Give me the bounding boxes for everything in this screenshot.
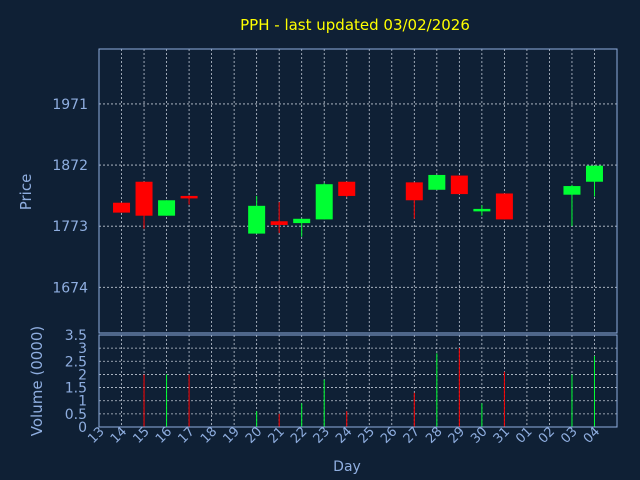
volume-tick-label: 1 [78, 394, 87, 410]
x-tick-label: 31 [491, 424, 513, 446]
x-tick-label: 04 [581, 424, 603, 446]
candle-body [585, 165, 603, 182]
volume-tick-label: 0.5 [65, 407, 87, 423]
x-tick-label: 20 [243, 424, 265, 446]
volume-tick-label: 2 [78, 367, 87, 383]
x-tick-label: 21 [266, 424, 288, 446]
candle-body [293, 218, 311, 224]
price-tick-label: 1773 [52, 219, 88, 235]
candle-body [338, 181, 356, 196]
price-tick-label: 1971 [52, 97, 88, 113]
candle-body [315, 184, 333, 220]
volume-tick-label: 3.5 [65, 328, 87, 344]
x-tick-label: 14 [108, 424, 130, 446]
volume-tick-label: 2.5 [65, 354, 87, 370]
x-tick-label: 02 [536, 424, 558, 446]
x-tick-label: 27 [401, 424, 423, 446]
candle-body [248, 205, 266, 234]
volume-tick-label: 3 [78, 341, 87, 357]
volume-grid [99, 335, 617, 427]
x-tick-label: 25 [356, 424, 378, 446]
x-tick-label: 01 [513, 424, 535, 446]
candle-body [428, 174, 446, 190]
price-panel-frame [98, 48, 618, 334]
x-tick-label: 17 [175, 424, 197, 446]
x-tick-label: 26 [378, 424, 400, 446]
price-axis-label: Price [17, 174, 35, 211]
x-tick-label: 15 [130, 424, 152, 446]
candles [113, 165, 603, 237]
x-tick-label: 18 [198, 424, 220, 446]
volume-tick-label: 0 [78, 420, 87, 436]
x-tick-label: 19 [221, 424, 243, 446]
candle-body [113, 202, 131, 213]
volume-tick-label: 1.5 [65, 381, 87, 397]
x-tick-label: 28 [423, 424, 445, 446]
candle-body [158, 200, 176, 216]
volume-panel-frame [98, 334, 618, 428]
x-tick-labels: 13 14 15 16 17 18 19 20 21 22 23 24 25 26 27 28 29 30 31 01… [85, 424, 603, 446]
x-tick-label: 30 [468, 424, 490, 446]
candle-body [180, 195, 198, 199]
x-axis-label: Day [333, 459, 361, 475]
candle-body [270, 221, 288, 225]
x-tick-label: 13 [85, 424, 107, 446]
price-tick-labels: 1674 1773 1872 1971 [52, 97, 88, 296]
chart-title: PPH - last updated 03/02/2026 [240, 16, 470, 34]
price-tick-label: 1674 [52, 280, 88, 296]
candle-body [450, 175, 468, 195]
x-tick-label: 24 [333, 424, 355, 446]
x-tick-label: 22 [288, 424, 310, 446]
candle-body [495, 193, 513, 220]
candle-body [473, 208, 491, 212]
candle-body [135, 181, 153, 216]
x-tick-label: 29 [446, 424, 468, 446]
candle-body [563, 186, 581, 195]
volume-axis-label: Volume (0000) [28, 326, 46, 436]
price-tick-label: 1872 [52, 158, 88, 174]
x-tick-label: 16 [153, 424, 175, 446]
x-tick-label: 23 [311, 424, 333, 446]
x-tick-label: 03 [558, 424, 580, 446]
price-grid [99, 49, 617, 333]
candle-body [405, 182, 423, 201]
volume-bars [143, 348, 595, 427]
volume-tick-labels: 00.511.522.533.5 [65, 328, 87, 436]
